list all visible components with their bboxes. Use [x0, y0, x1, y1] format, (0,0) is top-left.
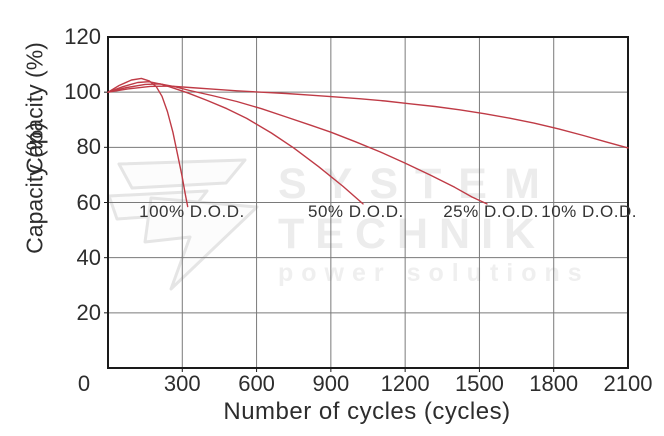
curve-100-dod — [107, 77, 189, 208]
plot-border — [107, 36, 629, 369]
x-tick-label: 1500 — [454, 371, 504, 396]
y-tick-label: 80 — [76, 134, 101, 160]
x-tick-label: 300 — [163, 371, 201, 396]
x-tick-label: 0 — [77, 371, 91, 396]
curve-label: 25% D.O.D. — [443, 202, 539, 222]
y-axis-label-duplicate: Capacity (%) — [21, 122, 48, 254]
x-tick-label: 2100 — [603, 371, 653, 396]
x-axis-label: Number of cycles (cycles) — [223, 398, 511, 425]
curve-label: 10% D.O.D. — [541, 202, 637, 222]
curve-50-dod — [107, 81, 364, 205]
curve-25-dod — [107, 83, 488, 205]
x-tick-label: 1200 — [380, 371, 430, 396]
y-tick-label: 120 — [64, 24, 101, 49]
watermark-text-system: SYSTEM — [278, 160, 557, 208]
watermark-text-power-solutions: power solutions — [278, 259, 590, 287]
x-tick-label: 1800 — [529, 371, 579, 396]
y-tick-label: 60 — [76, 189, 101, 215]
curve-10-dod — [107, 85, 629, 149]
y-tick-label: 100 — [64, 79, 101, 105]
curve-label: 100% D.O.D. — [139, 202, 245, 222]
y-tick-label: 20 — [76, 299, 101, 325]
y-tick-label: 40 — [76, 244, 101, 270]
curve-label: 50% D.O.D. — [308, 202, 404, 222]
watermark-text-technik: TECHNIK — [278, 210, 547, 258]
x-tick-label: 900 — [312, 371, 350, 396]
x-tick-label: 600 — [238, 371, 275, 396]
